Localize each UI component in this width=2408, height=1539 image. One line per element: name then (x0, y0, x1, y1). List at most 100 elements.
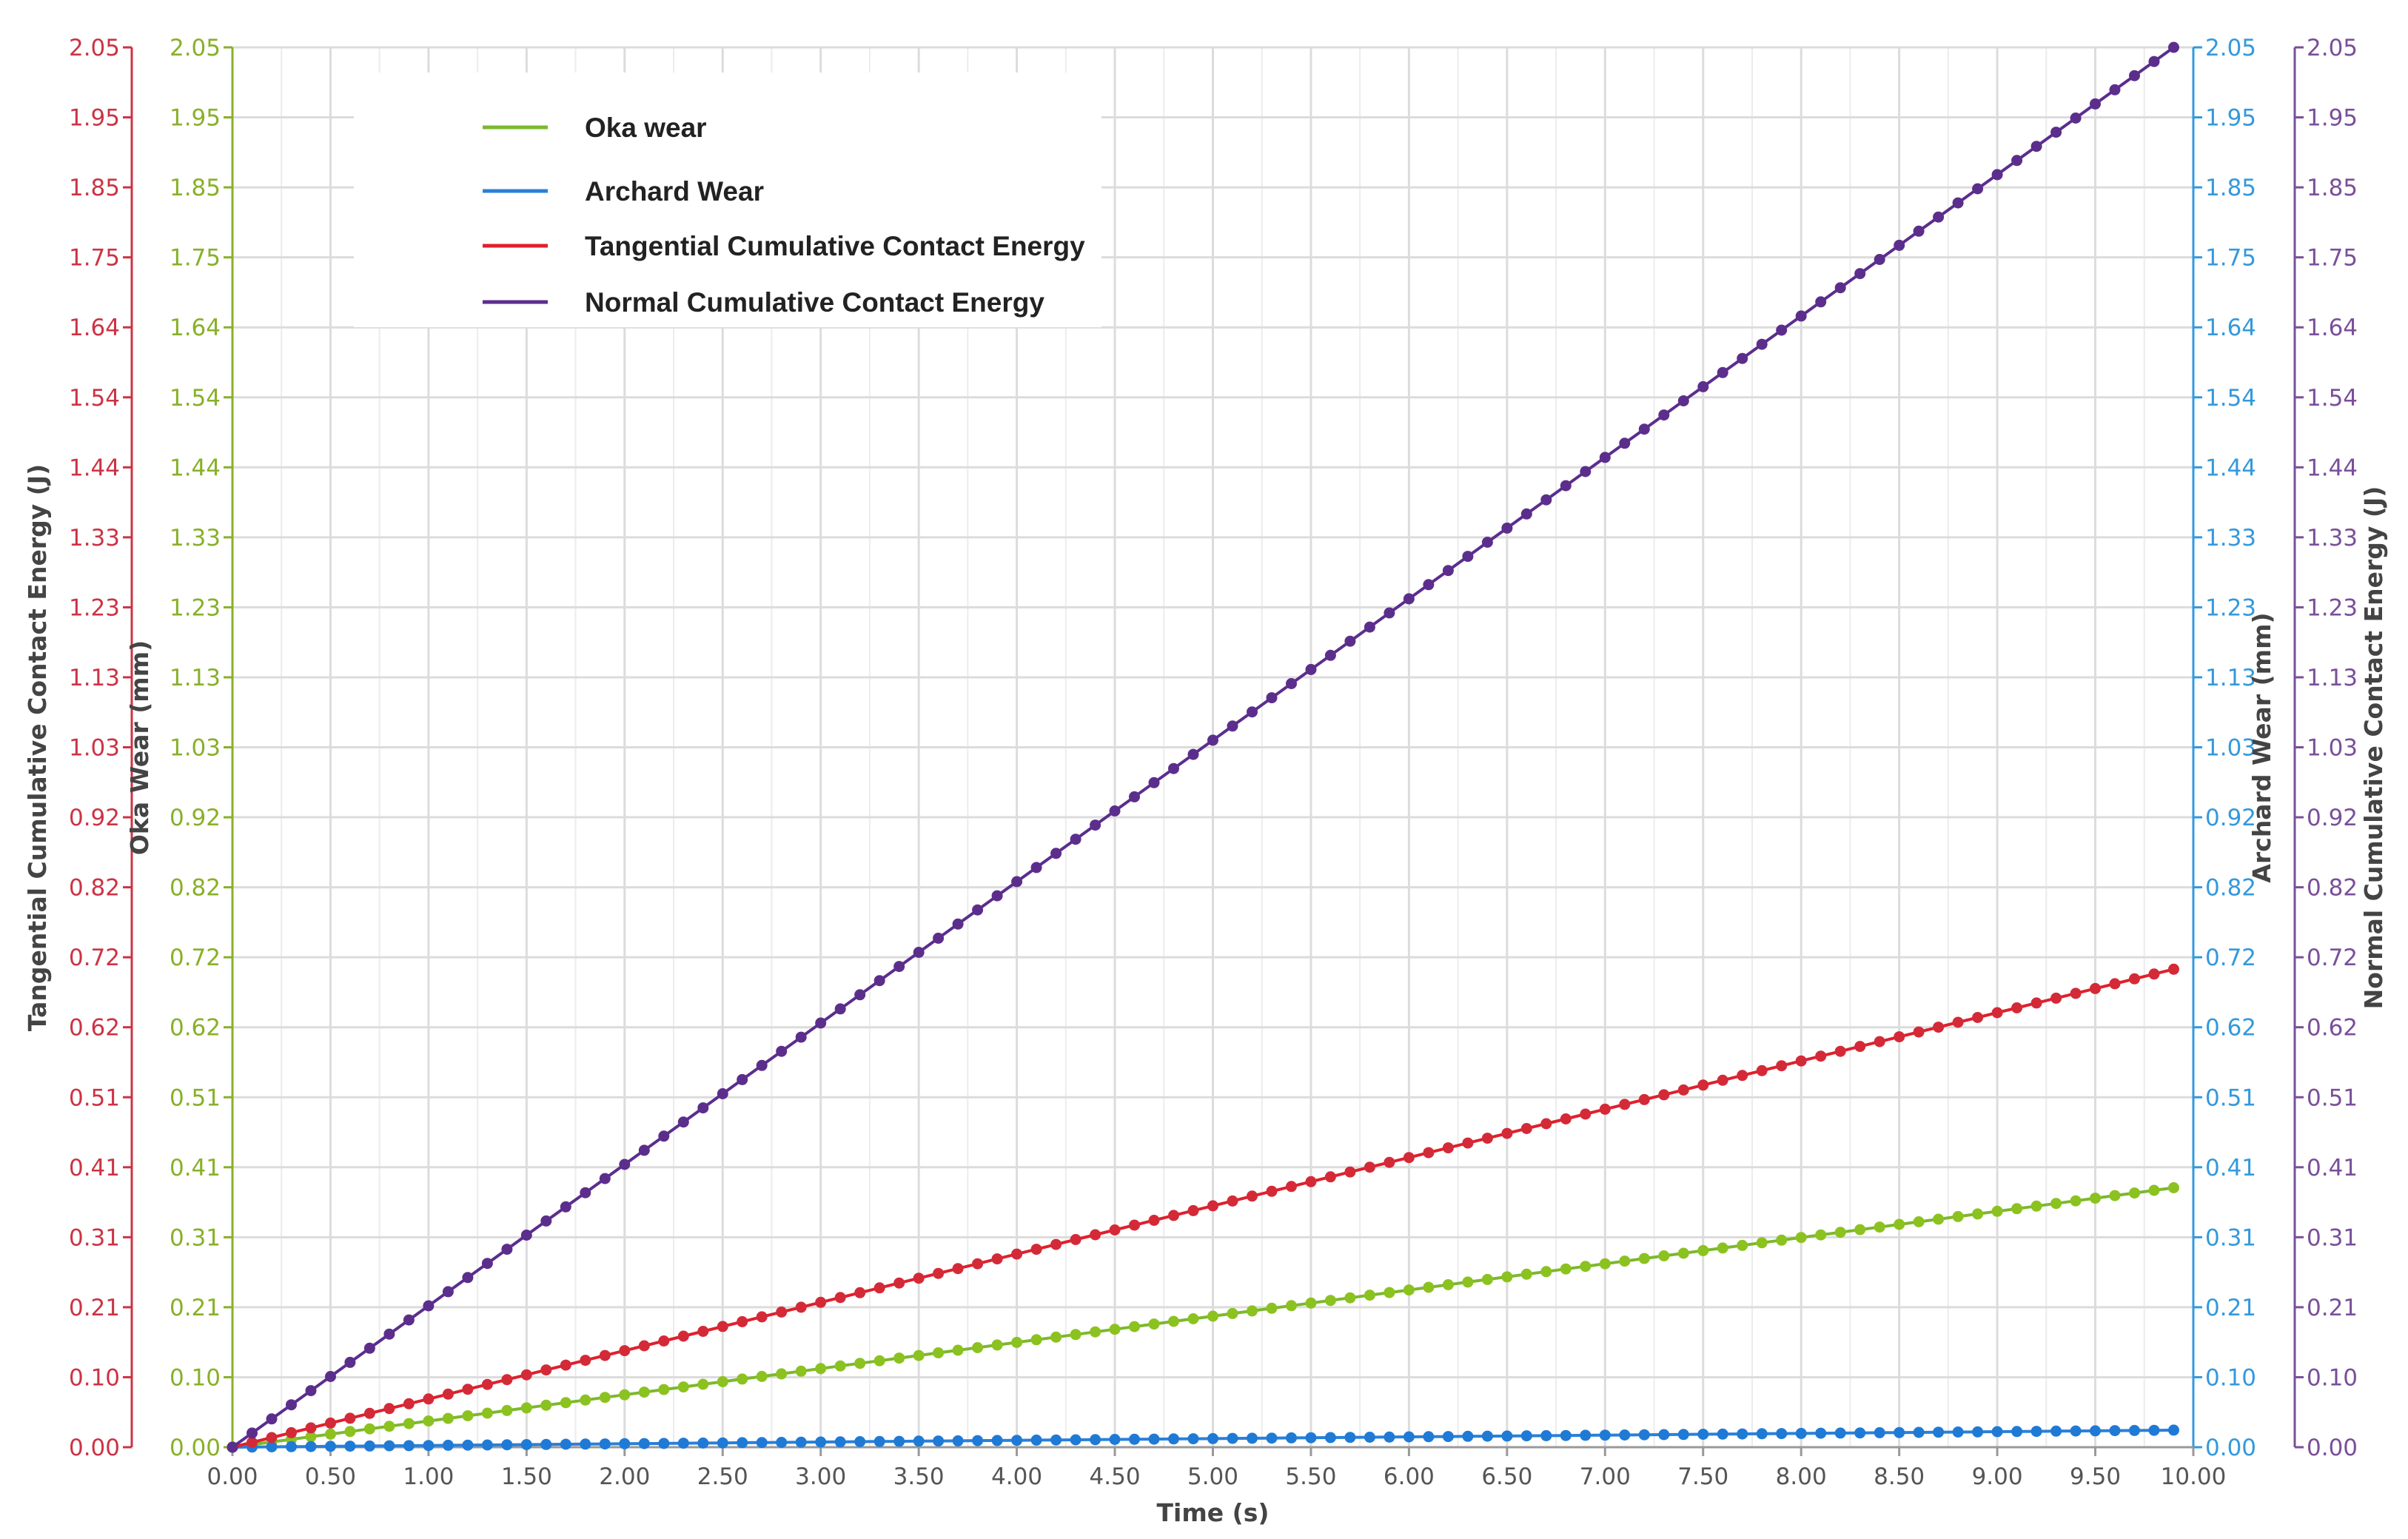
series-point-2 (1638, 1093, 1650, 1105)
series-point-1 (1109, 1434, 1121, 1445)
series-point-3 (795, 1031, 807, 1043)
oka-tick-label: 0.21 (170, 1295, 221, 1321)
archard-tick-label: 0.72 (2205, 945, 2256, 971)
series-point-1 (1599, 1429, 1611, 1441)
series-point-2 (717, 1321, 728, 1332)
series-point-3 (933, 932, 945, 944)
series-point-0 (1894, 1218, 1905, 1230)
tangential-tick-label: 0.21 (69, 1295, 120, 1321)
series-point-2 (2090, 982, 2101, 994)
series-point-2 (1737, 1070, 1748, 1082)
tangential-tick-label: 1.44 (69, 455, 120, 481)
series-point-1 (1834, 1427, 1846, 1439)
series-point-2 (1560, 1113, 1572, 1124)
series-point-0 (1384, 1287, 1395, 1298)
series-point-1 (1972, 1426, 1984, 1438)
series-point-2 (1187, 1204, 1199, 1216)
archard-tick-label: 1.64 (2205, 315, 2256, 341)
normal-tick-label: 0.21 (2307, 1295, 2358, 1321)
series-point-0 (1207, 1310, 1218, 1322)
series-point-3 (1384, 607, 1395, 619)
series-point-3 (2148, 56, 2160, 67)
series-point-2 (1344, 1166, 1356, 1178)
series-point-0 (1148, 1318, 1160, 1330)
tangential-tick-label: 2.05 (69, 35, 120, 61)
series-point-1 (1324, 1432, 1336, 1444)
series-point-0 (933, 1347, 945, 1358)
series-point-3 (1874, 254, 1885, 265)
series-point-1 (1658, 1429, 1670, 1441)
series-point-3 (1187, 748, 1199, 760)
series-point-1 (1756, 1428, 1768, 1440)
series-point-1 (815, 1436, 827, 1448)
series-point-3 (619, 1159, 631, 1170)
x-tick-label: 0.00 (207, 1463, 258, 1490)
series-point-2 (677, 1330, 689, 1342)
series-point-2 (520, 1369, 532, 1381)
x-tick-label: 8.50 (1874, 1463, 1925, 1490)
series-point-1 (599, 1438, 611, 1450)
series-point-1 (2168, 1424, 2179, 1436)
series-point-3 (1324, 649, 1336, 661)
series-point-3 (1815, 296, 1827, 308)
series-point-3 (815, 1017, 827, 1029)
tangential-tick-label: 1.03 (69, 735, 120, 762)
series-point-1 (972, 1435, 984, 1446)
x-tick-label: 9.50 (2070, 1463, 2121, 1490)
series-point-1 (266, 1441, 278, 1452)
series-point-3 (227, 1441, 238, 1453)
series-point-1 (1168, 1433, 1179, 1445)
oka-tick-label: 0.62 (170, 1015, 221, 1042)
series-point-1 (952, 1435, 964, 1446)
series-point-3 (737, 1073, 748, 1085)
x-tick-label: 7.50 (1677, 1463, 1728, 1490)
series-point-0 (481, 1407, 493, 1419)
series-point-0 (913, 1349, 925, 1361)
series-point-2 (1442, 1142, 1454, 1154)
series-point-0 (638, 1387, 650, 1398)
series-point-1 (1991, 1426, 2003, 1438)
archard-tick-label: 1.33 (2205, 525, 2256, 551)
series-point-2 (1305, 1176, 1317, 1187)
series-point-3 (1952, 197, 1964, 209)
archard-tick-label: 0.62 (2205, 1015, 2256, 1042)
series-point-1 (1148, 1433, 1160, 1445)
series-point-3 (1129, 791, 1140, 802)
normal-tick-label: 1.64 (2307, 315, 2358, 341)
x-tick-label: 2.00 (599, 1463, 650, 1490)
series-point-1 (1423, 1431, 1435, 1443)
series-point-1 (403, 1440, 415, 1452)
series-point-3 (2109, 84, 2121, 95)
series-point-0 (1462, 1276, 1474, 1288)
normal-tick-label: 0.92 (2307, 805, 2358, 831)
series-point-2 (1854, 1041, 1866, 1053)
tangential-tick-label: 1.75 (69, 245, 120, 272)
series-point-3 (1756, 338, 1768, 350)
series-point-0 (305, 1431, 317, 1443)
series-point-0 (834, 1360, 846, 1372)
series-point-3 (1070, 834, 1081, 845)
series-point-3 (344, 1356, 356, 1368)
series-point-0 (2148, 1184, 2160, 1196)
tangential-tick-label: 0.51 (69, 1084, 120, 1111)
series-point-2 (1815, 1050, 1827, 1062)
series-point-2 (1874, 1036, 1885, 1047)
x-tick-label: 5.00 (1187, 1463, 1238, 1490)
series-point-3 (325, 1371, 336, 1382)
series-point-1 (286, 1441, 297, 1452)
x-tick-label: 9.00 (1972, 1463, 2023, 1490)
oka-tick-label: 1.75 (170, 245, 221, 272)
series-point-3 (972, 904, 984, 916)
x-tick-label: 6.50 (1481, 1463, 1532, 1490)
series-point-2 (854, 1287, 866, 1298)
series-point-1 (1207, 1432, 1218, 1444)
oka-tick-label: 0.72 (170, 945, 221, 971)
series-point-2 (325, 1417, 336, 1429)
series-point-3 (1599, 452, 1611, 463)
series-point-2 (1501, 1127, 1513, 1139)
tangential-tick-label: 1.54 (69, 385, 120, 412)
archard-tick-label: 0.31 (2205, 1224, 2256, 1251)
series-point-0 (1501, 1271, 1513, 1283)
series-point-0 (756, 1370, 768, 1382)
series-point-1 (363, 1440, 375, 1452)
